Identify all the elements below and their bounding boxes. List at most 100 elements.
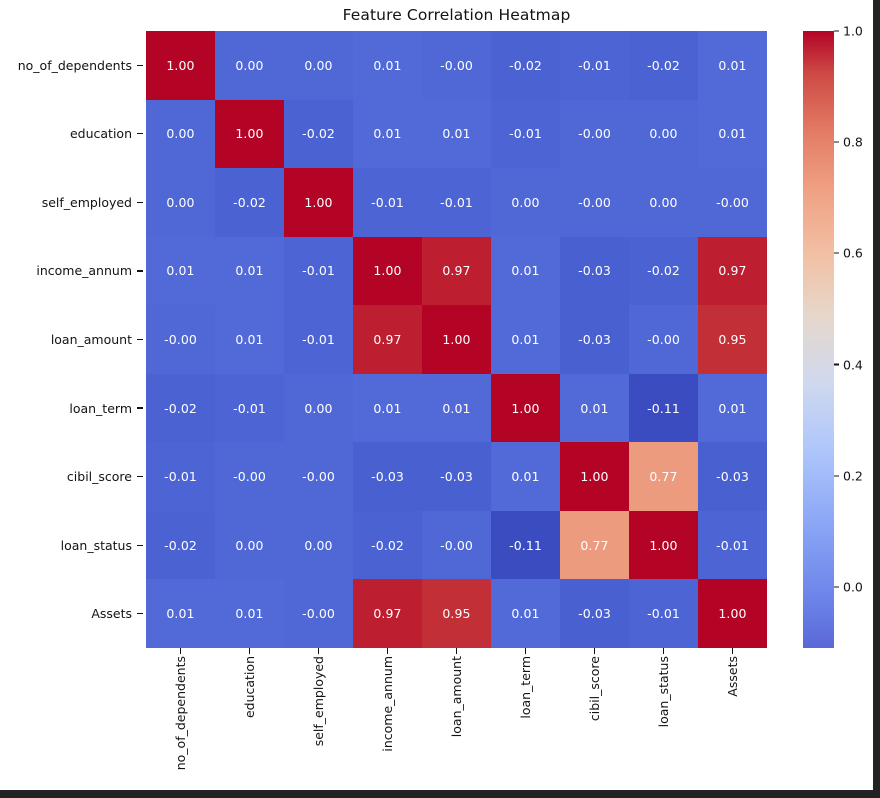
heatmap-cell: 0.00 [284,31,353,100]
heatmap-cell-value: -0.00 [578,126,611,142]
colorbar-tick-mark [834,141,839,143]
colorbar-tick: 0.8 [834,135,863,150]
heatmap-cell: 0.95 [422,579,491,648]
heatmap-cell-value: -0.01 [647,606,680,622]
heatmap-cell-value: -0.00 [440,57,473,73]
colorbar-tick-mark [834,363,839,366]
x-axis-label-loan_amount: loan_amount [448,656,464,738]
heatmap-cell: -0.00 [146,305,215,374]
heatmap-cell-value: -0.00 [302,606,335,622]
heatmap-cell: -0.02 [215,168,284,237]
y-axis-tick [137,31,146,100]
heatmap-cell: -0.01 [698,510,767,580]
window-edge-bottom [0,790,880,798]
heatmap-cell: 1.00 [146,31,215,100]
y-axis-tick [137,442,146,511]
heatmap-cell: 1.00 [560,442,629,511]
heatmap-cell-value: 1.00 [304,194,333,210]
heatmap-cell: 0.00 [146,168,215,237]
heatmap-cell: 0.97 [353,579,422,648]
y-axis-label-self_employed: self_employed [41,194,132,210]
x-axis-label-income_annum: income_annum [379,656,395,752]
heatmap-cell: 0.00 [284,373,353,443]
heatmap-cell: 0.97 [422,236,491,306]
heatmap-cell: 0.01 [491,236,560,306]
y-axis-label-cibil_score: cibil_score [66,469,132,485]
heatmap-cell-value: 0.97 [373,606,402,622]
heatmap-cell-value: -0.01 [440,194,473,210]
heatmap-cell-value: -0.01 [302,331,335,347]
heatmap-cell: 0.01 [422,99,491,169]
heatmap-cell-value: 0.01 [580,400,609,416]
heatmap-cell-value: -0.03 [371,469,404,485]
heatmap-cell: 0.01 [560,373,629,443]
y-axis-label-loan_term: loan_term [69,400,132,416]
heatmap-cell: -0.00 [629,305,698,374]
heatmap-cell-value: -0.11 [647,400,680,416]
heatmap-cell-value: -0.01 [371,194,404,210]
heatmap-cell-value: -0.01 [716,537,749,553]
y-axis-label-education: education [69,126,132,142]
heatmap-cell: -0.01 [491,99,560,169]
heatmap-cell-value: 0.00 [166,194,195,210]
x-axis-label-assets: Assets [724,656,740,697]
heatmap-cell-value: -0.03 [578,606,611,622]
heatmap-cell: 1.00 [284,168,353,237]
heatmap-cell: 0.00 [146,99,215,169]
heatmap-cell: -0.01 [629,579,698,648]
heatmap-cell: 0.01 [215,305,284,374]
x-axis-label-slot: loan_amount [422,656,491,788]
colorbar-tick-mark [834,475,839,477]
x-axis-tick [491,648,560,656]
y-axis-label-income_annum: income_annum [36,263,132,279]
heatmap-cell-value: -0.00 [302,469,335,485]
heatmap-cell-value: 0.01 [511,469,540,485]
heatmap-cell: 0.77 [629,442,698,511]
heatmap-cell: -0.00 [422,510,491,580]
heatmap-cell-value: 0.01 [235,263,264,279]
heatmap-cell: 0.01 [353,31,422,100]
heatmap-cell-value: 0.00 [511,194,540,210]
heatmap-cell-value: -0.02 [164,400,197,416]
colorbar-tick-mark [834,30,839,32]
heatmap-cell-value: 1.00 [580,469,609,485]
heatmap-cell-value: 0.00 [304,537,333,553]
y-axis-label-loan_status: loan_status [60,537,132,553]
heatmap-cell-value: 0.77 [580,537,609,553]
heatmap-cell-value: 0.01 [373,57,402,73]
heatmap-grid: 1.00 0.00 0.00 0.01 -0.00 -0.02 -0.01 -0.02 0.01… [146,31,767,648]
heatmap-cell-value: -0.00 [233,469,266,485]
x-axis-tick [560,648,629,656]
heatmap-cell: 0.00 [284,510,353,580]
heatmap-cell: 0.01 [491,579,560,648]
y-axis-tick [137,237,146,306]
heatmap-cell: 1.00 [215,99,284,169]
heatmap-cell: -0.00 [422,31,491,100]
y-axis-tick-marks [137,31,146,648]
heatmap-cell: 0.00 [215,31,284,100]
x-axis-label-slot: cibil_score [560,656,629,788]
heatmap-cell-value: 0.00 [304,400,333,416]
heatmap-cell: -0.00 [284,442,353,511]
colorbar-tick-mark [834,586,839,588]
colorbar-tick-label: 0.8 [843,134,863,150]
colorbar-tick-label: 0.6 [843,245,863,261]
heatmap-cell-value: 1.00 [373,263,402,279]
x-axis-tick-marks [146,648,767,656]
heatmap-cell-value: -0.02 [647,263,680,279]
heatmap-cell: 1.00 [491,373,560,443]
heatmap-cell-value: -0.02 [371,537,404,553]
heatmap-cell-value: 0.00 [649,194,678,210]
heatmap-cell: 0.00 [629,168,698,237]
heatmap-cell: -0.00 [560,168,629,237]
x-axis-label-slot: no_of_dependents [146,656,215,788]
y-axis-tick [137,305,146,374]
heatmap-cell-value: 0.01 [718,57,747,73]
heatmap-cell-value: -0.00 [578,194,611,210]
y-axis-tick [137,168,146,237]
heatmap-cell: 1.00 [422,305,491,374]
heatmap-cell: -0.02 [629,31,698,100]
y-axis-label-loan_amount: loan_amount [50,331,132,347]
x-axis-label-slot: Assets [698,656,767,788]
heatmap-cell: -0.03 [560,236,629,306]
